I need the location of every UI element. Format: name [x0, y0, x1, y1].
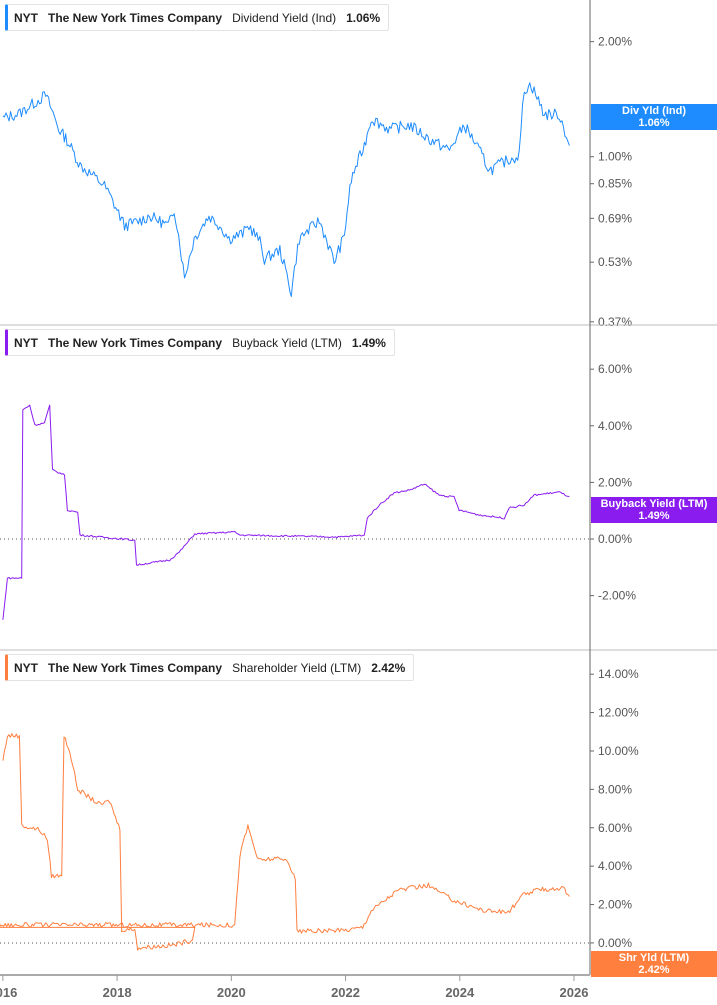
- metric-value: 2.42%: [371, 660, 406, 675]
- y-tick-label: 0.69%: [598, 211, 632, 225]
- metric-name: Shareholder Yield (LTM): [232, 660, 362, 675]
- tag-value: 1.49%: [638, 510, 670, 522]
- metric-value: 1.06%: [346, 10, 381, 25]
- dividend-yield-tag: Div Yld (Ind) 1.06%: [591, 104, 717, 130]
- div-series-line: [2, 82, 570, 297]
- tag-label: Shr Yld (LTM): [618, 952, 690, 964]
- y-tick-label: 12.00%: [598, 706, 639, 720]
- tag-label: Buyback Yield (LTM): [600, 498, 708, 510]
- company-name: The New York Times Company: [48, 660, 223, 675]
- x-tick-label: 2018: [103, 985, 132, 1000]
- x-tick-label: 2020: [217, 985, 246, 1000]
- y-tick-label: 0.37%: [598, 315, 632, 329]
- metric-value: 1.49%: [351, 335, 386, 350]
- y-tick-label: 4.00%: [598, 859, 632, 873]
- y-tick-label: 0.85%: [598, 177, 632, 191]
- ticker: NYT: [14, 10, 38, 25]
- tag-label: Div Yld (Ind): [622, 105, 686, 117]
- y-tick-label: 1.00%: [598, 150, 632, 164]
- y-tick-label: 0.00%: [598, 532, 632, 546]
- x-tick-label: 2024: [445, 985, 475, 1000]
- y-tick-label: 2.00%: [598, 898, 632, 912]
- y-tick-label: -2.00%: [598, 589, 636, 603]
- x-tick-label: 2026: [560, 985, 589, 1000]
- buyback-yield-tag: Buyback Yield (LTM) 1.49%: [591, 497, 717, 523]
- buyback-yield-header: NYT The New York Times Company Buyback Y…: [5, 329, 395, 356]
- y-tick-label: 4.00%: [598, 419, 632, 433]
- ticker: NYT: [14, 335, 38, 350]
- y-tick-label: 6.00%: [598, 362, 632, 376]
- metric-name: Buyback Yield (LTM): [232, 335, 342, 350]
- metric-name: Dividend Yield (Ind): [232, 10, 337, 25]
- x-tick-label: 2016: [0, 985, 17, 1000]
- dividend-yield-header: NYT The New York Times Company Dividend …: [5, 4, 390, 31]
- x-tick-label: 2022: [331, 985, 360, 1000]
- y-tick-label: 2.00%: [598, 35, 632, 49]
- tag-value: 1.06%: [638, 117, 670, 129]
- ticker: NYT: [14, 660, 38, 675]
- buyback-series-line: [2, 404, 570, 620]
- y-tick-label: 10.00%: [598, 744, 639, 758]
- tag-value: 2.42%: [638, 964, 670, 976]
- y-tick-label: 6.00%: [598, 821, 632, 835]
- company-name: The New York Times Company: [48, 335, 223, 350]
- y-tick-label: 0.53%: [598, 255, 632, 269]
- shareholder-yield-header: NYT The New York Times Company Sharehold…: [5, 654, 415, 681]
- y-tick-label: 14.00%: [598, 667, 639, 681]
- y-tick-label: 8.00%: [598, 782, 632, 796]
- y-tick-label: 2.00%: [598, 475, 632, 489]
- shareholder-series-line: [0, 733, 570, 951]
- company-name: The New York Times Company: [48, 10, 223, 25]
- shareholder-yield-tag: Shr Yld (LTM) 2.42%: [591, 951, 717, 977]
- y-tick-label: 0.00%: [598, 936, 632, 950]
